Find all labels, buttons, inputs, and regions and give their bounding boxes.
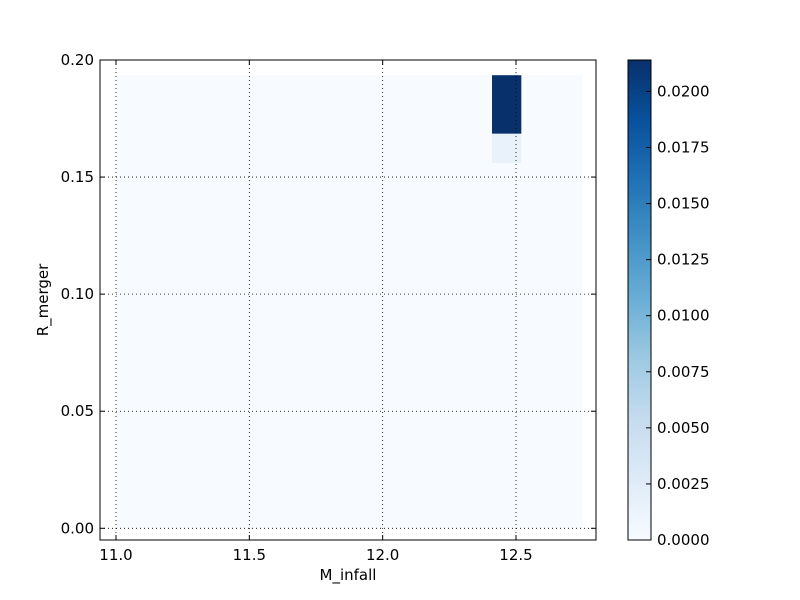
- colorbar-tick-label: 0.0025: [657, 475, 710, 493]
- y-tick-label: 0.20: [61, 51, 94, 69]
- heatmap-cell-0: [492, 75, 522, 134]
- colorbar-tick-label: 0.0175: [657, 138, 710, 156]
- colorbar-tick-label: 0.0200: [657, 82, 710, 100]
- y-axis-label: R_merger: [34, 263, 53, 336]
- x-axis-label: M_infall: [320, 566, 377, 585]
- y-axis-ticks: 0.00 0.05 0.10 0.15 0.20: [61, 51, 596, 537]
- colorbar-tick-label: 0.0100: [657, 307, 710, 325]
- colorbar: 0.0000 0.0025 0.0050 0.0075 0.0100 0.0125 0.01…: [627, 59, 710, 549]
- y-tick-label: 0.10: [61, 285, 94, 303]
- x-tick-label: 11.5: [233, 546, 266, 564]
- x-tick-label: 11.0: [99, 546, 132, 564]
- colorbar-gradient: [627, 59, 652, 541]
- y-tick-label: 0.05: [61, 402, 94, 420]
- colorbar-ticks: 0.0000 0.0025 0.0050 0.0075 0.0100 0.0125 0.01…: [646, 82, 710, 549]
- colorbar-tick-label: 0.0050: [657, 419, 710, 437]
- heatmap-cells: [116, 75, 583, 529]
- colorbar-tick-label: 0.0075: [657, 363, 710, 381]
- plot-frame: [99, 59, 597, 541]
- plot-area: 11.0 11.5 12.0 12.5 0.00 0.05 0.10 0.15 0.20: [61, 51, 597, 564]
- colorbar-tick-label: 0.0150: [657, 195, 710, 213]
- y-tick-label: 0.15: [61, 168, 94, 186]
- x-axis-ticks: 11.0 11.5 12.0 12.5: [99, 60, 533, 564]
- heatmap-cell-1: [492, 133, 522, 164]
- colorbar-tick-label: 0.0125: [657, 251, 710, 269]
- colorbar-tick-label: 0.0000: [657, 531, 710, 549]
- y-tick-label: 0.00: [61, 519, 94, 537]
- x-tick-label: 12.0: [366, 546, 399, 564]
- x-tick-label: 12.5: [499, 546, 532, 564]
